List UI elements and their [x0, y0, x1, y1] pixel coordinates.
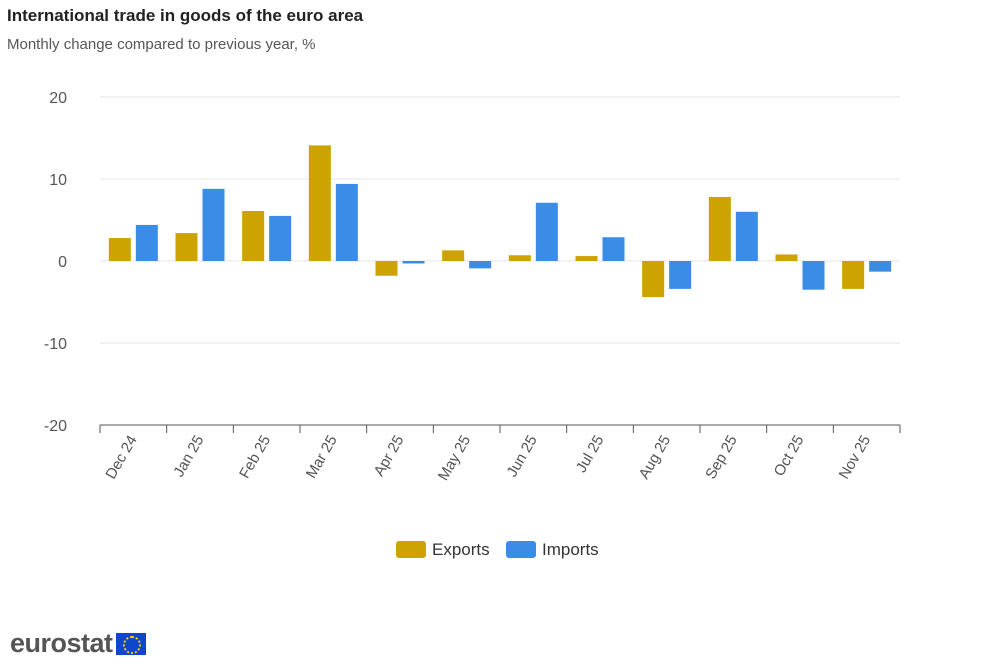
bar-exports: [708, 197, 731, 261]
x-tick-label: Mar 25: [303, 433, 341, 482]
x-tick-label: Oct 25: [771, 433, 808, 480]
bar-exports: [508, 255, 531, 261]
bar-imports: [135, 224, 158, 261]
logo-text: eurostat: [10, 628, 113, 658]
chart-title: International trade in goods of the euro…: [7, 6, 364, 25]
bar-imports: [269, 215, 292, 261]
bar-imports: [469, 261, 492, 269]
y-tick-label: 0: [58, 254, 67, 271]
y-tick-label: 20: [49, 90, 67, 107]
bar-imports: [335, 183, 358, 261]
x-tick-label: Feb 25: [236, 433, 274, 482]
x-tick-label: Aug 25: [636, 433, 674, 483]
x-tick-label: Apr 25: [371, 433, 408, 480]
y-tick-label: -10: [44, 336, 67, 353]
bar-exports: [642, 261, 665, 298]
bar-exports: [308, 145, 331, 261]
bar-imports: [735, 211, 758, 261]
bar-imports: [869, 261, 892, 272]
x-tick-label: Jan 25: [170, 433, 207, 481]
legend-swatch-exports: [396, 541, 426, 558]
x-tick-label: Dec 24: [102, 433, 140, 483]
x-tick-label: Jul 25: [573, 433, 608, 476]
bar-imports: [669, 261, 692, 289]
bar-exports: [442, 250, 465, 261]
bar-imports: [402, 261, 425, 264]
eurostat-logo: eurostat: [10, 628, 146, 659]
bar-exports: [575, 256, 598, 261]
x-tick-label: Sep 25: [702, 433, 740, 483]
bar-imports: [535, 202, 558, 261]
bar-exports: [242, 210, 265, 261]
x-tick-label: Nov 25: [836, 433, 874, 483]
eu-flag-icon: [115, 632, 146, 655]
chart-subtitle: Monthly change compared to previous year…: [7, 36, 316, 53]
bar-imports: [802, 261, 825, 290]
bar-exports: [175, 233, 198, 261]
y-tick-label: 10: [49, 172, 67, 189]
x-tick-label: May 25: [435, 433, 474, 484]
bar-exports: [108, 238, 131, 261]
bar-exports: [842, 261, 865, 289]
bar-exports: [775, 254, 798, 261]
legend-label-imports: Imports: [542, 540, 599, 559]
bar-imports: [602, 237, 625, 261]
bar-exports: [375, 261, 398, 276]
bar-imports: [202, 188, 225, 261]
y-tick-label: -20: [44, 418, 67, 435]
x-tick-label: Jun 25: [504, 433, 541, 481]
legend-label-exports: Exports: [432, 540, 490, 559]
bar-chart: 20 10 0 -10 -20 Dec 24 Jan 25 Feb 25 Mar 25 Apr 2…: [44, 90, 901, 559]
legend-swatch-imports: [506, 541, 536, 558]
